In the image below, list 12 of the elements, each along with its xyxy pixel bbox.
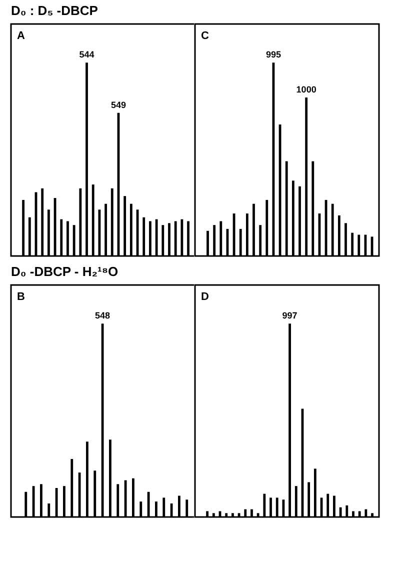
annotation: 1000: [296, 84, 316, 94]
annotation: 549: [110, 100, 126, 110]
annotation: 995: [266, 50, 281, 60]
chart-title: D₀ -DBCP - H₂¹⁸O: [11, 264, 118, 279]
text: B: [17, 291, 25, 303]
text: C: [201, 30, 209, 42]
text: D: [201, 291, 209, 303]
text: A: [17, 30, 25, 42]
chart-title: D₀ : D₅ -DBCP: [11, 3, 98, 18]
annotation: 548: [95, 310, 110, 321]
annotation: 544: [79, 50, 94, 60]
annotation: 997: [282, 310, 298, 321]
